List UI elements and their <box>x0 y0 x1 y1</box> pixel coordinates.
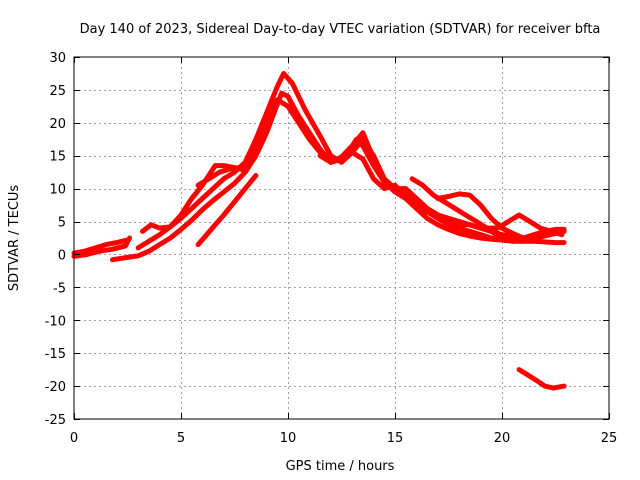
grid <box>74 57 609 419</box>
y-tick-label: 15 <box>49 150 66 165</box>
plot-frame <box>73 56 610 420</box>
y-tick-label: -20 <box>45 380 66 395</box>
x-tick-label: 15 <box>387 431 404 446</box>
y-tick-label: -5 <box>53 281 66 296</box>
series-track-2 <box>71 235 133 259</box>
chart-title: Day 140 of 2023, Sidereal Day-to-day VTE… <box>80 22 601 37</box>
axis-ticks: 0 5 10 15 20 25 30 25 20 15 10 5 0 -5 -10 -15 -20 -25 <box>45 51 618 446</box>
series-track-10 <box>435 191 526 241</box>
x-axis-title: GPS time / hours <box>286 459 395 474</box>
y-tick-label: 20 <box>49 117 66 132</box>
x-tick-label: 10 <box>280 431 297 446</box>
x-tick-label: 5 <box>177 431 185 446</box>
y-tick-label: 10 <box>49 183 66 198</box>
x-tick-label: 25 <box>601 431 618 446</box>
y-tick-label: 30 <box>49 51 66 66</box>
y-tick-label: 25 <box>49 84 66 99</box>
series-track-6 <box>195 173 259 248</box>
y-tick-label: 5 <box>58 216 66 231</box>
x-tick-label: 0 <box>70 431 78 446</box>
y-axis-title: SDTVAR / TECUs <box>7 185 22 292</box>
series-track-7 <box>195 166 248 188</box>
y-tick-label: -15 <box>45 347 66 362</box>
x-tick-label: 20 <box>494 431 511 446</box>
y-tick-label: -25 <box>45 413 66 428</box>
y-tick-label: -10 <box>45 314 66 329</box>
series-track-1 <box>71 237 130 256</box>
data-series <box>71 71 567 391</box>
series-track-11 <box>516 367 567 391</box>
y-tick-label: 0 <box>58 248 66 263</box>
